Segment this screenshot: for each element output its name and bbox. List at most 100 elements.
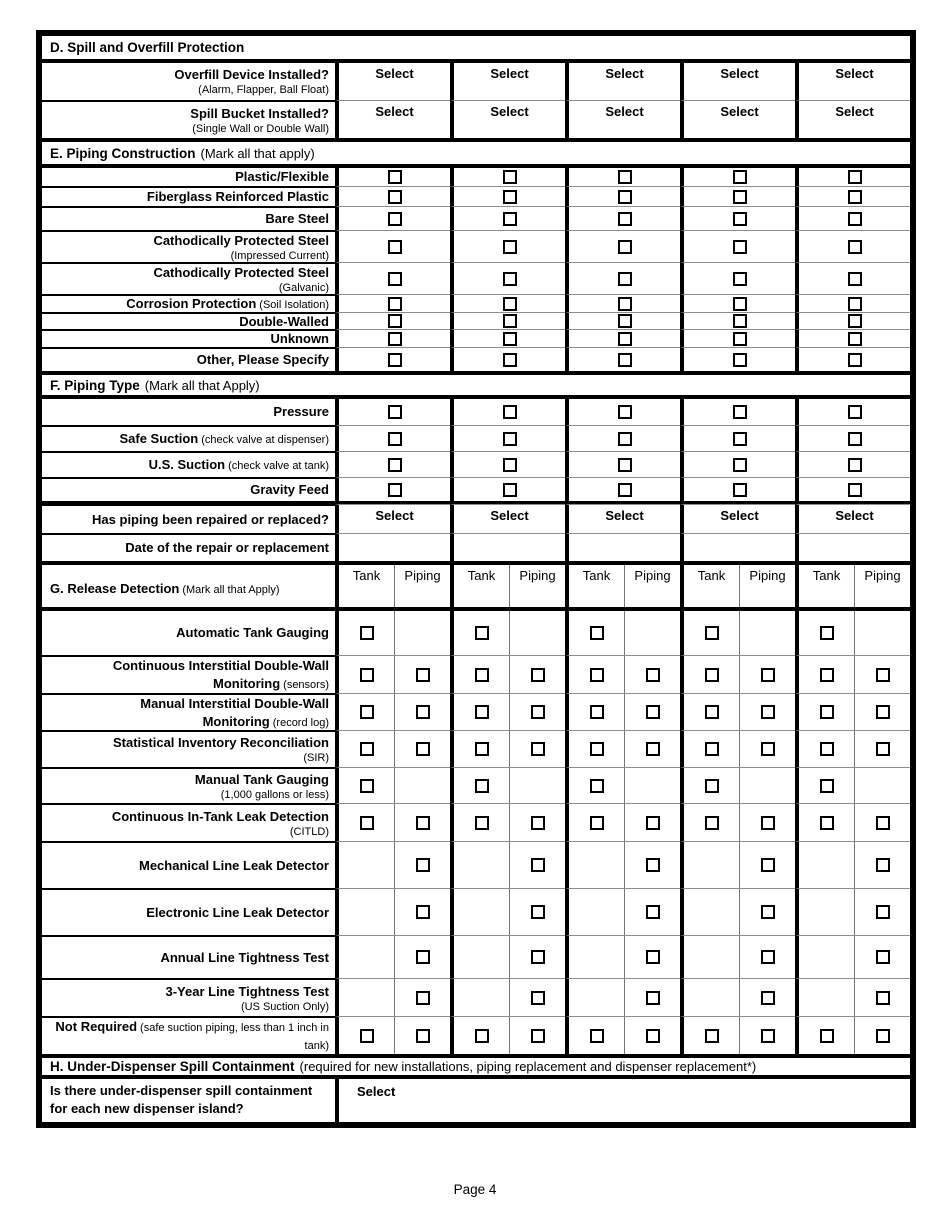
e-row-7-col-3-checkbox[interactable] [617,331,632,346]
e-row-7-col-1-checkbox[interactable] [387,331,402,346]
f-date-col-5-input[interactable] [795,533,910,561]
g-row-2-col-3-piping-checkbox[interactable] [645,705,660,719]
e-row-6-col-3-checkbox[interactable] [617,314,632,328]
e-row-0-col-1-checkbox[interactable] [387,170,402,184]
e-row-8-col-3-checkbox[interactable] [617,352,632,367]
g-row-6-col-2-piping-checkbox[interactable] [530,858,545,872]
d-row-0-col-1-select[interactable]: Select [375,66,414,81]
e-row-1-col-4-checkbox[interactable] [732,189,747,204]
f-row-0-col-3-checkbox[interactable] [617,405,632,419]
g-row-2-col-5-piping-checkbox[interactable] [875,705,890,719]
g-row-4-col-3-tank-checkbox[interactable] [589,778,604,793]
f-row-1-col-2-checkbox[interactable] [502,431,517,446]
f-row-0-col-1-checkbox[interactable] [387,405,402,419]
g-row-4-col-2-tank-checkbox[interactable] [474,778,489,793]
g-row-3-col-1-tank-checkbox[interactable] [359,742,374,756]
g-row-2-col-5-tank-checkbox[interactable] [819,705,834,719]
g-row-9-col-3-piping-checkbox[interactable] [645,990,660,1005]
g-row-2-col-1-piping-checkbox[interactable] [415,705,430,719]
e-row-6-col-4-checkbox[interactable] [732,314,747,328]
f-date-col-1-input[interactable] [335,533,450,561]
e-row-6-col-5-checkbox[interactable] [847,314,862,328]
f-date-col-3-input[interactable] [565,533,680,561]
f-row-3-col-1-checkbox[interactable] [387,482,402,497]
g-row-9-col-5-piping-checkbox[interactable] [875,990,890,1005]
e-row-3-col-5-checkbox[interactable] [847,239,862,254]
g-row-1-col-3-tank-checkbox[interactable] [589,667,604,682]
g-row-10-col-1-piping-checkbox[interactable] [415,1028,430,1043]
f-repaired-col-5-select[interactable]: Select [835,508,874,523]
g-row-0-col-3-tank-checkbox[interactable] [589,626,604,640]
g-row-1-col-2-tank-checkbox[interactable] [474,667,489,682]
g-row-5-col-3-tank-checkbox[interactable] [589,815,604,830]
e-row-0-col-4-checkbox[interactable] [732,170,747,184]
f-row-3-col-2-checkbox[interactable] [502,482,517,497]
g-row-8-col-5-piping-checkbox[interactable] [875,950,890,964]
d-row-1-col-3-select[interactable]: Select [605,104,644,119]
g-row-10-col-5-piping-checkbox[interactable] [875,1028,890,1043]
e-row-8-col-1-checkbox[interactable] [387,352,402,367]
e-row-3-col-4-checkbox[interactable] [732,239,747,254]
g-row-3-col-2-tank-checkbox[interactable] [474,742,489,756]
d-row-1-col-4-select[interactable]: Select [720,104,759,119]
g-row-1-col-5-piping-checkbox[interactable] [875,667,890,682]
g-row-10-col-3-tank-checkbox[interactable] [589,1028,604,1043]
g-row-1-col-1-tank-checkbox[interactable] [359,667,374,682]
f-repaired-col-2-select[interactable]: Select [490,508,529,523]
d-row-0-col-2-select[interactable]: Select [490,66,529,81]
d-row-1-col-2-select[interactable]: Select [490,104,529,119]
g-row-7-col-3-piping-checkbox[interactable] [645,905,660,919]
g-row-9-col-4-piping-checkbox[interactable] [760,990,775,1005]
g-row-3-col-4-tank-checkbox[interactable] [704,742,719,756]
e-row-7-col-2-checkbox[interactable] [502,331,517,346]
g-row-7-col-1-piping-checkbox[interactable] [415,905,430,919]
e-row-2-col-4-checkbox[interactable] [732,211,747,226]
g-row-6-col-1-piping-checkbox[interactable] [415,858,430,872]
f-row-3-col-5-checkbox[interactable] [847,482,862,497]
e-row-7-col-4-checkbox[interactable] [732,331,747,346]
g-row-9-col-2-piping-checkbox[interactable] [530,990,545,1005]
d-row-0-col-5-select[interactable]: Select [835,66,874,81]
e-row-3-col-1-checkbox[interactable] [387,239,402,254]
g-row-2-col-1-tank-checkbox[interactable] [359,705,374,719]
d-row-0-col-3-select[interactable]: Select [605,66,644,81]
g-row-10-col-1-tank-checkbox[interactable] [359,1028,374,1043]
e-row-2-col-2-checkbox[interactable] [502,211,517,226]
f-date-col-4-input[interactable] [680,533,795,561]
g-row-3-col-1-piping-checkbox[interactable] [415,742,430,756]
g-row-5-col-3-piping-checkbox[interactable] [645,815,660,830]
g-row-10-col-2-piping-checkbox[interactable] [530,1028,545,1043]
g-row-2-col-4-tank-checkbox[interactable] [704,705,719,719]
f-row-2-col-2-checkbox[interactable] [502,457,517,472]
f-row-1-col-5-checkbox[interactable] [847,431,862,446]
g-row-3-col-2-piping-checkbox[interactable] [530,742,545,756]
g-row-5-col-2-piping-checkbox[interactable] [530,815,545,830]
g-row-10-col-2-tank-checkbox[interactable] [474,1028,489,1043]
g-row-3-col-5-tank-checkbox[interactable] [819,742,834,756]
g-row-5-col-5-piping-checkbox[interactable] [875,815,890,830]
g-row-6-col-3-piping-checkbox[interactable] [645,858,660,872]
g-row-7-col-2-piping-checkbox[interactable] [530,905,545,919]
e-row-4-col-4-checkbox[interactable] [732,271,747,286]
g-row-3-col-3-piping-checkbox[interactable] [645,742,660,756]
g-row-3-col-5-piping-checkbox[interactable] [875,742,890,756]
g-row-7-col-5-piping-checkbox[interactable] [875,905,890,919]
g-row-3-col-4-piping-checkbox[interactable] [760,742,775,756]
e-row-1-col-1-checkbox[interactable] [387,189,402,204]
g-row-8-col-2-piping-checkbox[interactable] [530,950,545,964]
e-row-4-col-1-checkbox[interactable] [387,271,402,286]
e-row-7-col-5-checkbox[interactable] [847,331,862,346]
f-row-3-col-4-checkbox[interactable] [732,482,747,497]
e-row-2-col-1-checkbox[interactable] [387,211,402,226]
f-row-1-col-1-checkbox[interactable] [387,431,402,446]
e-row-6-col-2-checkbox[interactable] [502,314,517,328]
g-row-1-col-5-tank-checkbox[interactable] [819,667,834,682]
g-row-1-col-3-piping-checkbox[interactable] [645,667,660,682]
g-row-4-col-1-tank-checkbox[interactable] [359,778,374,793]
g-row-10-col-4-piping-checkbox[interactable] [760,1028,775,1043]
g-row-2-col-3-tank-checkbox[interactable] [589,705,604,719]
e-row-0-col-5-checkbox[interactable] [847,170,862,184]
g-row-1-col-2-piping-checkbox[interactable] [530,667,545,682]
d-row-1-col-5-select[interactable]: Select [835,104,874,119]
e-row-5-col-1-checkbox[interactable] [387,296,402,311]
